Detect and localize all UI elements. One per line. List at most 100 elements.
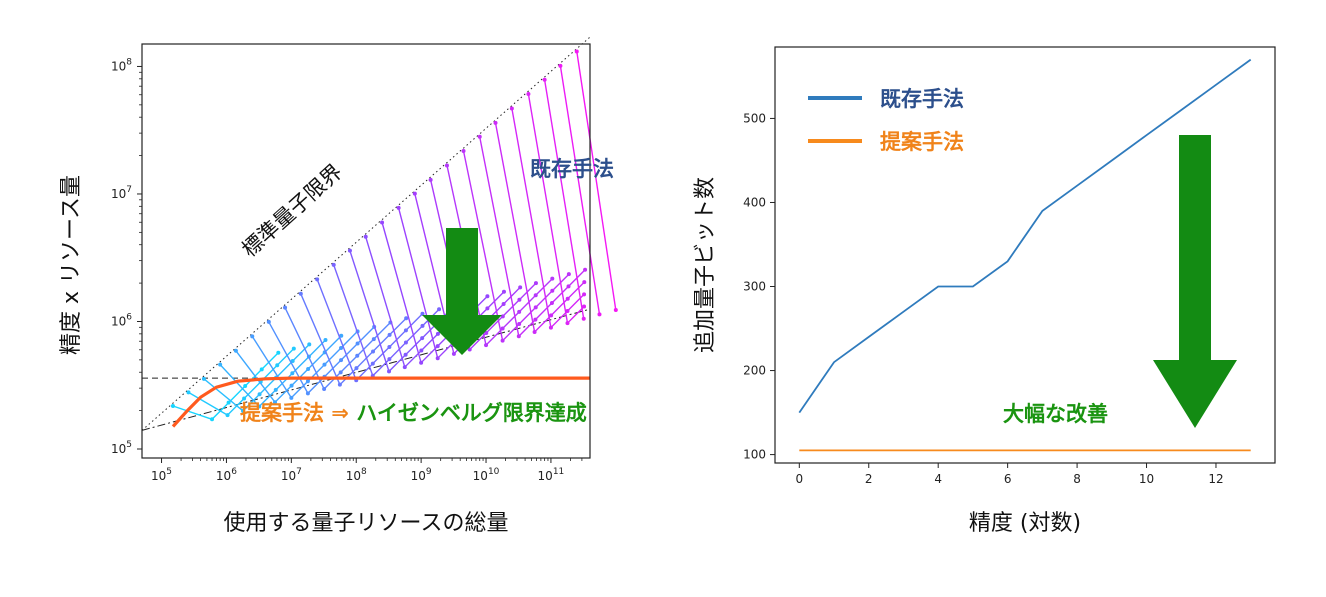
series-line-既存手法 bbox=[798, 58, 1252, 414]
existing-method-point bbox=[484, 343, 489, 348]
left-ylabel: 精度 x リソース量 bbox=[59, 175, 84, 355]
existing-method-point bbox=[339, 333, 344, 338]
left-plot-frame bbox=[141, 43, 591, 459]
existing-method-point bbox=[501, 301, 506, 306]
existing-method-point bbox=[558, 63, 563, 68]
existing-method-point bbox=[404, 316, 409, 321]
existing-method-point bbox=[371, 337, 376, 342]
existing-method-label: 既存手法 bbox=[530, 157, 614, 181]
existing-method-point bbox=[315, 277, 320, 282]
existing-method-point bbox=[493, 120, 498, 125]
existing-method-point bbox=[380, 220, 385, 225]
existing-method-point bbox=[549, 301, 554, 306]
existing-method-point bbox=[582, 304, 587, 309]
existing-method-point bbox=[291, 346, 296, 351]
right-series bbox=[798, 58, 1252, 452]
existing-method-point bbox=[354, 366, 359, 371]
existing-method-curve bbox=[494, 122, 585, 334]
existing-method-curve bbox=[219, 339, 326, 408]
existing-method-point bbox=[298, 291, 303, 296]
improvement-label: 大幅な改善 bbox=[1003, 402, 1108, 426]
existing-method-point bbox=[565, 321, 570, 326]
right-ticks: 0 2 4 6 8 10 12 100 200 300 400 500 bbox=[743, 111, 1224, 486]
existing-method-curve bbox=[543, 79, 585, 319]
existing-method-point bbox=[437, 307, 442, 312]
existing-method-point bbox=[548, 325, 553, 330]
existing-method-point bbox=[338, 370, 343, 375]
right-plot-frame bbox=[774, 46, 1276, 464]
left-xtick-label: 109 bbox=[411, 467, 432, 483]
left-xtick-label: 1011 bbox=[538, 467, 565, 483]
existing-method-point bbox=[273, 387, 278, 392]
existing-method-point bbox=[387, 357, 392, 362]
left-xtick-label: 106 bbox=[216, 467, 237, 483]
proposed-method-curve bbox=[171, 376, 590, 428]
existing-method-point bbox=[533, 305, 538, 310]
existing-method-point bbox=[526, 91, 531, 96]
left-reference-dashdot bbox=[141, 308, 591, 431]
existing-method-point bbox=[485, 294, 490, 299]
left-ticks: 105 106 107 108 109 1010 1011 105 106 107 108 bbox=[111, 57, 583, 483]
right-xtick-label: 12 bbox=[1208, 472, 1223, 486]
left-chart: 105 106 107 108 109 1010 1011 105 106 107 108 標準量子… bbox=[59, 36, 618, 536]
right-ytick-label: 100 bbox=[743, 448, 766, 462]
existing-method-point bbox=[500, 338, 505, 343]
existing-method-point bbox=[500, 326, 505, 331]
existing-method-point bbox=[289, 383, 294, 388]
existing-method-point bbox=[402, 365, 407, 370]
proposed-heisenberg-label: 提案手法 ⇒ ハイゼンベルグ限界達成 bbox=[240, 401, 587, 425]
sql-label: 標準量子限界 bbox=[237, 160, 347, 262]
existing-method-curve bbox=[527, 93, 585, 325]
existing-method-point bbox=[403, 328, 408, 333]
existing-method-point bbox=[435, 344, 440, 349]
existing-method-point bbox=[355, 353, 360, 358]
left-reference-dotted bbox=[141, 36, 591, 431]
existing-method-point bbox=[257, 404, 262, 409]
existing-method-point bbox=[290, 371, 295, 376]
existing-method-point bbox=[582, 292, 587, 297]
existing-method-point bbox=[210, 417, 215, 422]
existing-method-point bbox=[516, 334, 521, 339]
right-ytick-label: 500 bbox=[743, 111, 766, 125]
existing-method-point bbox=[477, 134, 482, 139]
right-ylabel: 追加量子ビット数 bbox=[693, 177, 718, 353]
existing-method-point bbox=[597, 312, 602, 317]
existing-method-point bbox=[243, 384, 248, 389]
existing-method-point bbox=[419, 348, 424, 353]
existing-method-point bbox=[331, 262, 336, 267]
right-xtick-label: 8 bbox=[1073, 472, 1081, 486]
existing-method-point bbox=[387, 332, 392, 337]
existing-method-curve bbox=[188, 348, 295, 416]
existing-method-point bbox=[387, 345, 392, 350]
existing-method-point bbox=[305, 391, 310, 396]
existing-method-point bbox=[533, 281, 538, 286]
existing-method-point bbox=[403, 340, 408, 345]
existing-method-point bbox=[250, 334, 255, 339]
existing-method-point bbox=[484, 330, 489, 335]
existing-method-curve bbox=[576, 51, 617, 311]
existing-method-point bbox=[517, 322, 522, 327]
existing-method-point bbox=[444, 163, 449, 168]
existing-method-point bbox=[257, 392, 262, 397]
existing-method-point bbox=[289, 395, 294, 400]
existing-method-point bbox=[363, 234, 368, 239]
existing-method-point bbox=[322, 386, 327, 391]
existing-method-point bbox=[583, 267, 588, 272]
left-proposed-curve bbox=[171, 376, 590, 428]
right-xtick-label: 0 bbox=[795, 472, 803, 486]
right-ytick-label: 400 bbox=[743, 195, 766, 209]
existing-method-point bbox=[581, 316, 586, 321]
left-ytick-label: 106 bbox=[111, 312, 132, 328]
left-existing-method-curves bbox=[170, 49, 618, 422]
existing-method-point bbox=[275, 363, 280, 368]
existing-method-point bbox=[339, 358, 344, 363]
existing-method-curve bbox=[333, 264, 440, 378]
existing-method-point bbox=[517, 309, 522, 314]
right-xtick-label: 4 bbox=[934, 472, 942, 486]
existing-method-point bbox=[347, 248, 352, 253]
existing-method-point bbox=[403, 352, 408, 357]
existing-method-point bbox=[201, 376, 206, 381]
existing-method-point bbox=[549, 313, 554, 318]
existing-method-point bbox=[241, 408, 246, 413]
